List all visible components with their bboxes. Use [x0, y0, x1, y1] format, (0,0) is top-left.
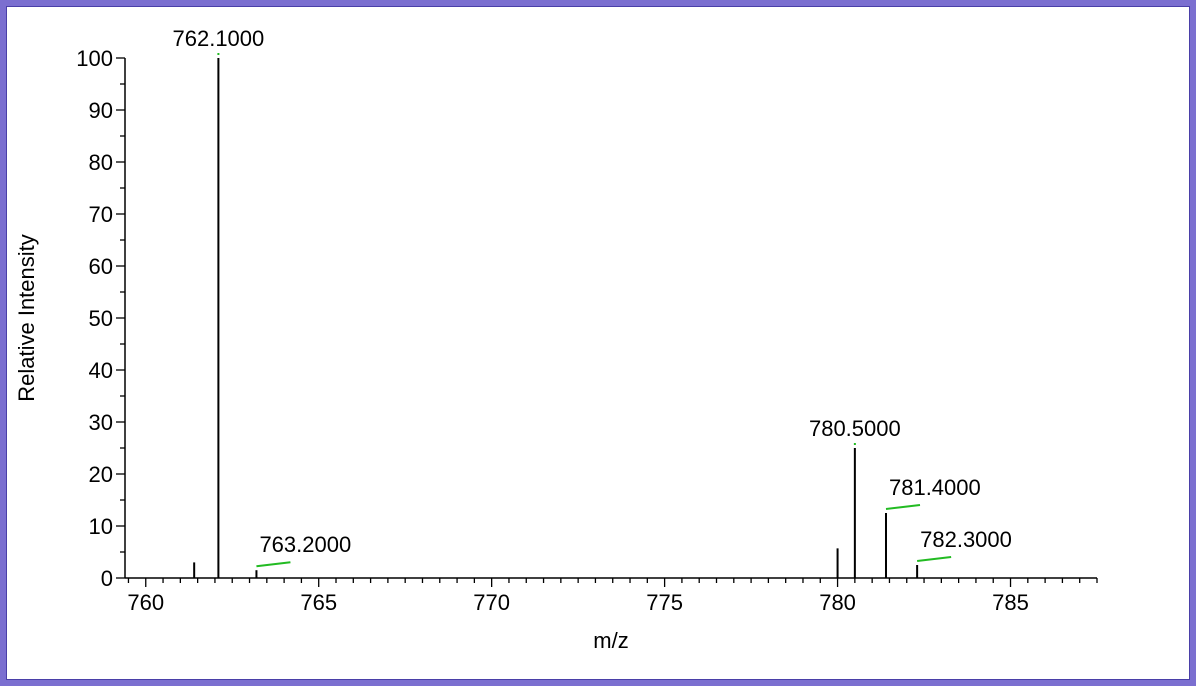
peak-annotation-label: 780.5000	[809, 416, 901, 441]
y-tick-label: 90	[89, 98, 113, 123]
peak-annotation-label: 782.3000	[920, 527, 1012, 552]
x-tick-label: 785	[992, 590, 1029, 615]
peaks	[193, 58, 919, 578]
y-tick-label: 30	[89, 410, 113, 435]
y-tick-label: 100	[76, 46, 113, 71]
axes	[124, 58, 1097, 579]
y-tick-label: 50	[89, 306, 113, 331]
peak-annotation-label: 781.4000	[889, 475, 981, 500]
y-tick-label: 10	[89, 514, 113, 539]
x-tick-label: 780	[819, 590, 856, 615]
y-tick-label: 0	[101, 566, 113, 591]
annotation-leader	[917, 556, 952, 562]
y-tick-label: 40	[89, 358, 113, 383]
y-axis-label: Relative Intensity	[14, 234, 39, 402]
x-tick-label: 770	[473, 590, 510, 615]
x-tick-label: 765	[300, 590, 337, 615]
x-ticks: 760 765 770 775 780 785	[127, 578, 1098, 615]
x-tick-label: 775	[646, 590, 683, 615]
y-tick-label: 20	[89, 462, 113, 487]
annotation-leader	[885, 504, 921, 510]
x-axis-label: m/z	[593, 628, 628, 653]
y-tick-label: 70	[89, 202, 113, 227]
peak-annotation-label: 762.1000	[173, 26, 265, 51]
y-tick-label: 80	[89, 150, 113, 175]
peak-annotations: 762.1000 763.2000 780.5000 781.4000 782.3000	[173, 26, 1012, 568]
x-tick-label: 760	[127, 590, 164, 615]
annotation-leader	[256, 561, 291, 568]
chart-panel	[6, 6, 1190, 680]
peak-annotation-label: 763.2000	[259, 532, 351, 557]
y-tick-label: 60	[89, 254, 113, 279]
y-ticks: 0 10 20 30 40 50 60 70 80 90 100	[76, 46, 125, 591]
